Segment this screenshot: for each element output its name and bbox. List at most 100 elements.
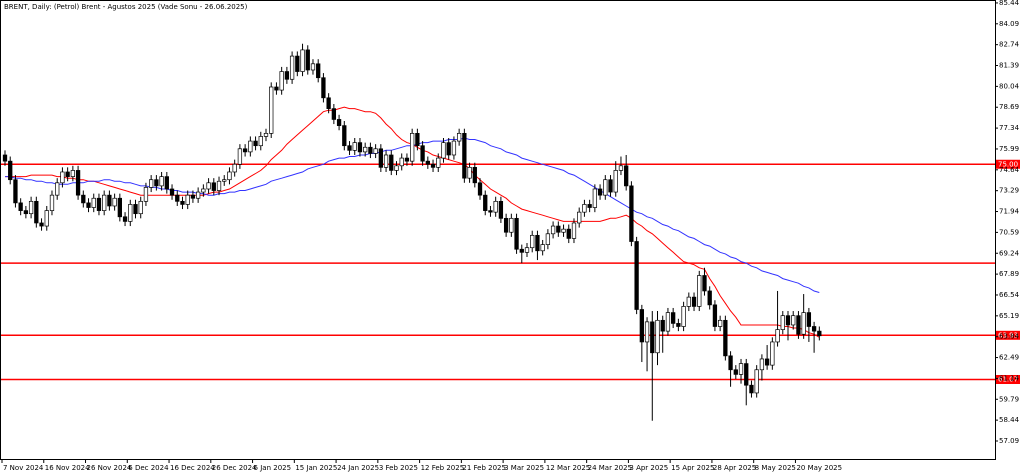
x-tick-label: 3 Feb 2025 (379, 464, 418, 472)
candle-body (258, 136, 263, 147)
y-tick-label: 82.74 (999, 41, 1020, 49)
candle-body (279, 71, 284, 91)
y-tick-label: 77.34 (999, 124, 1020, 132)
candle-body (149, 179, 154, 188)
candle-body (754, 369, 759, 394)
candle-body (467, 166, 472, 179)
x-tick-label: 16 Dec 2024 (170, 464, 215, 472)
y-tick-label: 80.04 (999, 82, 1020, 90)
candle-body (300, 49, 305, 72)
candle-body (216, 180, 222, 191)
candle-body (608, 179, 613, 193)
candle-body (488, 210, 493, 213)
x-tick-label: 20 May 2025 (796, 464, 842, 472)
candle-body (2, 154, 8, 162)
candle-body (164, 176, 169, 190)
candle-body (524, 247, 530, 253)
candle-body (378, 148, 383, 168)
x-tick-label: 12 Feb 2025 (421, 464, 465, 472)
candle-body (791, 315, 796, 326)
level-label: 75.00 (998, 160, 1018, 168)
y-tick-label: 67.89 (999, 270, 1019, 278)
x-tick-label: 26 Nov 2024 (87, 464, 132, 472)
candle-body (96, 197, 102, 211)
candle-body (702, 275, 707, 292)
candles (2, 43, 822, 421)
candle-body (336, 119, 342, 126)
candle-body (117, 197, 122, 218)
x-tick-label: 15 Apr 2025 (671, 464, 714, 472)
candle-body (624, 165, 629, 187)
candle-body (133, 204, 138, 215)
candle-body (472, 166, 477, 184)
candle-body (561, 228, 566, 233)
x-tick-label: 6 Jan 2025 (254, 464, 292, 472)
candle-body (357, 142, 363, 153)
candle-body (707, 290, 712, 306)
candle-body (237, 148, 243, 165)
candle-body (102, 194, 107, 211)
y-tick-label: 71.94 (999, 208, 1020, 216)
candle-body (462, 132, 467, 179)
candle-body (154, 179, 159, 187)
candle-body (206, 182, 211, 190)
candle-body (671, 312, 676, 324)
candle-body (456, 132, 462, 142)
candle-body (817, 330, 822, 337)
candle-body (399, 157, 404, 167)
candle-body (195, 191, 201, 199)
candle-body (122, 216, 128, 222)
candle-body (577, 211, 582, 224)
candle-body (717, 319, 723, 327)
candle-body (368, 146, 373, 154)
candle-body (550, 225, 556, 235)
candle-body (112, 197, 117, 207)
candle-body (733, 369, 738, 375)
candle-body (253, 140, 258, 147)
candle-body (248, 140, 253, 153)
candle-body (634, 241, 639, 310)
candle-body (477, 182, 483, 196)
candle-body (410, 132, 415, 162)
candle-body (780, 315, 785, 330)
y-tick-label: 58.44 (999, 416, 1020, 424)
candle-body (60, 171, 65, 184)
candle-body (519, 248, 524, 253)
candle-body (446, 142, 451, 156)
candle-body (289, 55, 295, 80)
candle-body (185, 194, 190, 205)
candle-body (321, 77, 326, 99)
x-tick-label: 26 Dec 2024 (212, 464, 257, 472)
candle-body (592, 188, 598, 208)
level-tag (996, 374, 1020, 384)
x-tick-label: 7 Nov 2024 (3, 464, 44, 472)
candle-body (201, 188, 206, 193)
candle-body (211, 182, 216, 191)
candle-body (430, 163, 436, 168)
candle-body (190, 194, 196, 199)
y-tick-label: 65.19 (999, 312, 1019, 320)
candle-body (493, 200, 498, 213)
candle-body (686, 296, 691, 307)
y-tick-label: 62.49 (999, 354, 1019, 362)
level-tag (996, 330, 1020, 340)
y-tick-label: 75.99 (999, 145, 1019, 153)
candle-body (566, 228, 571, 239)
y-tick-label: 70.59 (999, 228, 1019, 236)
candle-body (75, 170, 81, 196)
candle-body (650, 321, 655, 354)
candle-body (770, 341, 775, 366)
candle-body (86, 202, 91, 208)
levels: 75.00 63.93 61.07 (1, 159, 1020, 384)
y-tick-label: 69.24 (999, 249, 1020, 257)
candle-body (91, 197, 96, 208)
candle-body (404, 157, 410, 162)
level-label: 63.93 (998, 331, 1018, 339)
candle-body (316, 63, 321, 79)
candle-body (811, 326, 817, 332)
y-tick-label: 59.79 (999, 395, 1019, 403)
candle-body (128, 204, 133, 222)
y-tick-label: 66.54 (999, 291, 1020, 299)
candle-body (514, 217, 519, 250)
candle-body (806, 312, 812, 327)
